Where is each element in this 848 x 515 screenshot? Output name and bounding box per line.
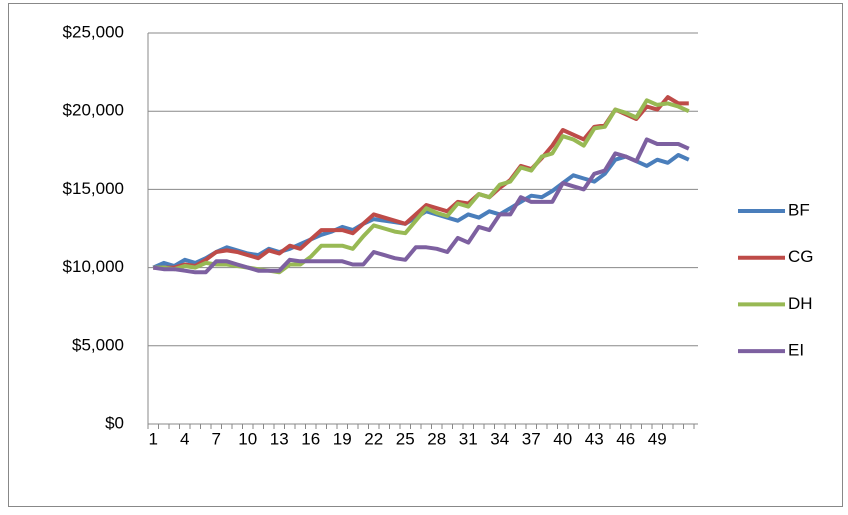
x-tick-label: 31 <box>459 429 478 448</box>
x-tick-label: 1 <box>149 429 158 448</box>
x-tick-label: 13 <box>270 429 289 448</box>
series-line <box>152 137 690 275</box>
x-tick-label: 16 <box>301 429 320 448</box>
chart-border <box>8 3 843 507</box>
x-tick-label: 40 <box>553 429 572 448</box>
x-tick-label: 49 <box>648 429 667 448</box>
x-tick-label: 22 <box>364 429 383 448</box>
legend-label: CG <box>788 247 814 266</box>
y-tick-label: $10,000 <box>63 257 124 276</box>
y-tick-label: $0 <box>105 413 124 432</box>
y-tick-label: $25,000 <box>63 22 124 41</box>
x-tick-label: 7 <box>212 429 221 448</box>
x-tick-label: 19 <box>333 429 352 448</box>
y-tick-label: $5,000 <box>72 335 124 354</box>
x-tick-label: 43 <box>585 429 604 448</box>
legend-label: EI <box>788 341 804 360</box>
x-tick-label: 4 <box>180 429 189 448</box>
x-tick-label: 37 <box>522 429 541 448</box>
legend-label: BF <box>788 200 810 219</box>
y-tick-label: $20,000 <box>63 101 124 120</box>
y-tick-label: $15,000 <box>63 179 124 198</box>
x-tick-label: 46 <box>616 429 635 448</box>
x-tick-label: 25 <box>396 429 415 448</box>
x-tick-label: 34 <box>490 429 509 448</box>
x-tick-label: 28 <box>427 429 446 448</box>
x-tick-label: 10 <box>238 429 257 448</box>
legend-label: DH <box>788 294 813 313</box>
